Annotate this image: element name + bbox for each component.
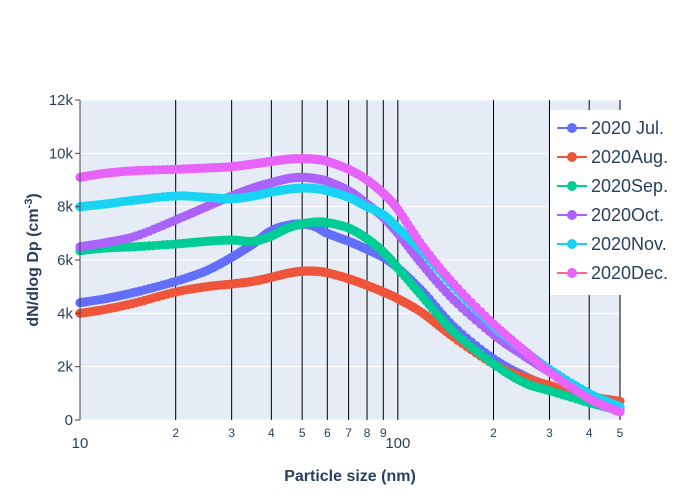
x-tick-label-minor: 9 xyxy=(380,426,387,440)
legend: 2020 Jul. 2020Aug. 2020Sep. 2020Oct. 2020Nov… xyxy=(550,110,686,295)
x-tick-label-minor: 3 xyxy=(228,426,235,440)
series-5 xyxy=(75,154,625,417)
x-tick-label-minor: 4 xyxy=(586,426,593,440)
data-point xyxy=(615,407,625,417)
legend-marker xyxy=(567,123,577,133)
legend-item[interactable]: 2020Nov. xyxy=(557,234,667,254)
legend-marker xyxy=(567,210,577,220)
legend-label: 2020Sep. xyxy=(591,176,668,196)
legend-label: 2020 Jul. xyxy=(591,118,664,138)
y-axis-title: dN/dlog Dp (cm-3) xyxy=(23,193,42,326)
x-tick-label-minor: 5 xyxy=(617,426,624,440)
x-tick-label-major: 100 xyxy=(385,435,410,452)
legend-item[interactable]: 2020Dec. xyxy=(557,263,668,283)
legend-item[interactable]: 2020Oct. xyxy=(557,205,664,225)
legend-label: 2020Dec. xyxy=(591,263,668,283)
series-2 xyxy=(75,217,625,416)
x-axis-title: Particle size (nm) xyxy=(284,468,416,485)
y-tick-label: 0 xyxy=(65,412,73,429)
x-tick-label-minor: 4 xyxy=(268,426,275,440)
x-tick-label-minor: 2 xyxy=(490,426,497,440)
legend-marker xyxy=(567,152,577,162)
x-tick-label-minor: 3 xyxy=(546,426,553,440)
y-axis-title-sup: -3 xyxy=(23,199,35,209)
x-tick-label-minor: 8 xyxy=(364,426,371,440)
legend-label: 2020Aug. xyxy=(591,147,668,167)
y-tick-label: 10k xyxy=(49,145,74,162)
x-tick-label-minor: 7 xyxy=(345,426,352,440)
legend-item[interactable]: 2020Sep. xyxy=(557,176,668,196)
y-tick-label: 12k xyxy=(49,92,74,109)
legend-marker xyxy=(567,239,577,249)
legend-label: 2020Oct. xyxy=(591,205,664,225)
x-tick-label-minor: 6 xyxy=(324,426,331,440)
legend-item[interactable]: 2020Aug. xyxy=(557,147,668,167)
legend-marker xyxy=(567,268,577,278)
x-tick-label-minor: 5 xyxy=(299,426,306,440)
y-tick-label: 4k xyxy=(57,305,73,322)
legend-label: 2020Nov. xyxy=(591,234,667,254)
y-tick-label: 8k xyxy=(57,199,73,216)
x-tick-label-major: 10 xyxy=(72,435,89,452)
legend-item[interactable]: 2020 Jul. xyxy=(557,118,664,138)
legend-marker xyxy=(567,181,577,191)
y-axis-title-close: ) xyxy=(25,193,42,198)
series-4 xyxy=(75,183,625,412)
series-layer xyxy=(75,154,625,417)
legend-background xyxy=(550,110,686,295)
y-tick-label: 2k xyxy=(57,359,73,376)
y-axis-title-main: dN/dlog Dp (cm xyxy=(25,208,42,326)
x-tick-label-minor: 2 xyxy=(172,426,179,440)
y-axis-ticks: 0 2k 4k 6k 8k 10k 12k xyxy=(49,92,81,429)
y-tick-label: 6k xyxy=(57,252,73,269)
